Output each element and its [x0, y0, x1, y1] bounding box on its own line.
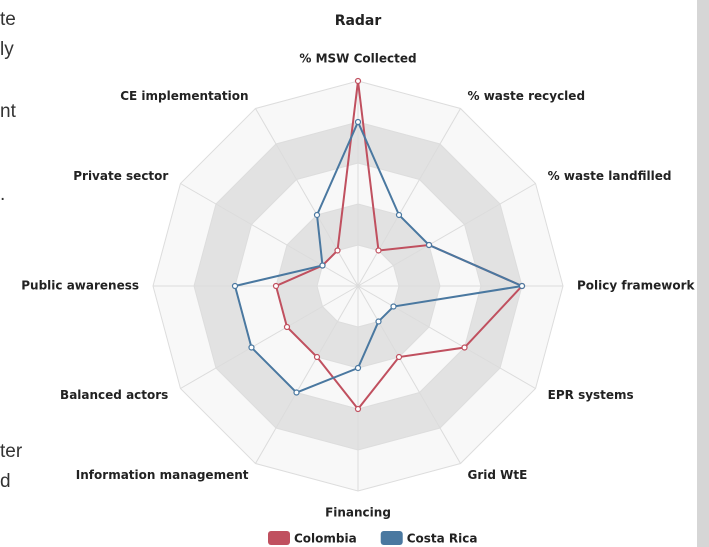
spoke	[255, 108, 359, 287]
side-text: d	[0, 471, 11, 492]
point	[313, 353, 321, 361]
point	[354, 77, 362, 85]
point	[283, 323, 291, 331]
legend-swatch	[268, 531, 290, 545]
point	[390, 303, 397, 310]
axis-label: CE implementation	[120, 89, 248, 103]
axis-label: Policy framework	[577, 279, 696, 293]
point	[313, 211, 321, 219]
spoke	[357, 285, 536, 389]
point	[375, 318, 382, 325]
point	[395, 211, 403, 219]
legend-label: Colombia	[294, 532, 357, 546]
axis-label: Information management	[76, 468, 249, 482]
point	[518, 282, 526, 290]
axis-label: % waste landfilled	[548, 169, 672, 183]
scrollbar	[697, 0, 709, 547]
point	[375, 247, 382, 254]
axis-label: % MSW Collected	[299, 52, 416, 66]
legend-label: Costa Rica	[407, 532, 478, 546]
side-text: ly	[0, 39, 14, 60]
spoke	[180, 285, 359, 389]
axis-label: EPR systems	[548, 388, 634, 402]
spoke	[180, 183, 359, 287]
point	[354, 118, 362, 126]
spoke	[357, 183, 536, 287]
spoke	[255, 285, 359, 464]
axis-label: Balanced actors	[60, 388, 168, 402]
spoke	[357, 285, 461, 464]
point	[231, 282, 239, 290]
point	[248, 344, 255, 351]
axis-label: Grid WtE	[468, 468, 528, 482]
point	[425, 241, 433, 249]
legend-swatch	[380, 531, 403, 545]
point	[319, 262, 326, 269]
spoke	[357, 108, 461, 287]
chart-title: Radar	[335, 13, 382, 29]
point	[354, 364, 362, 372]
point	[395, 353, 403, 361]
point	[293, 389, 300, 396]
point	[272, 282, 280, 290]
side-text: .	[0, 184, 5, 205]
point	[334, 247, 341, 254]
axis-label: Public awareness	[21, 279, 139, 293]
point	[461, 344, 468, 351]
axis-label: Financing	[325, 506, 391, 520]
axis-label: % waste recycled	[468, 89, 586, 103]
side-text: ter	[0, 441, 23, 462]
axis-label: Private sector	[73, 169, 168, 183]
side-text: te	[0, 9, 16, 30]
side-text: nt	[0, 101, 17, 122]
point	[354, 405, 362, 413]
